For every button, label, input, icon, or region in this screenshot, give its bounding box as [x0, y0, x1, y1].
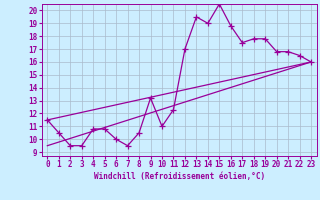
X-axis label: Windchill (Refroidissement éolien,°C): Windchill (Refroidissement éolien,°C) [94, 172, 265, 181]
